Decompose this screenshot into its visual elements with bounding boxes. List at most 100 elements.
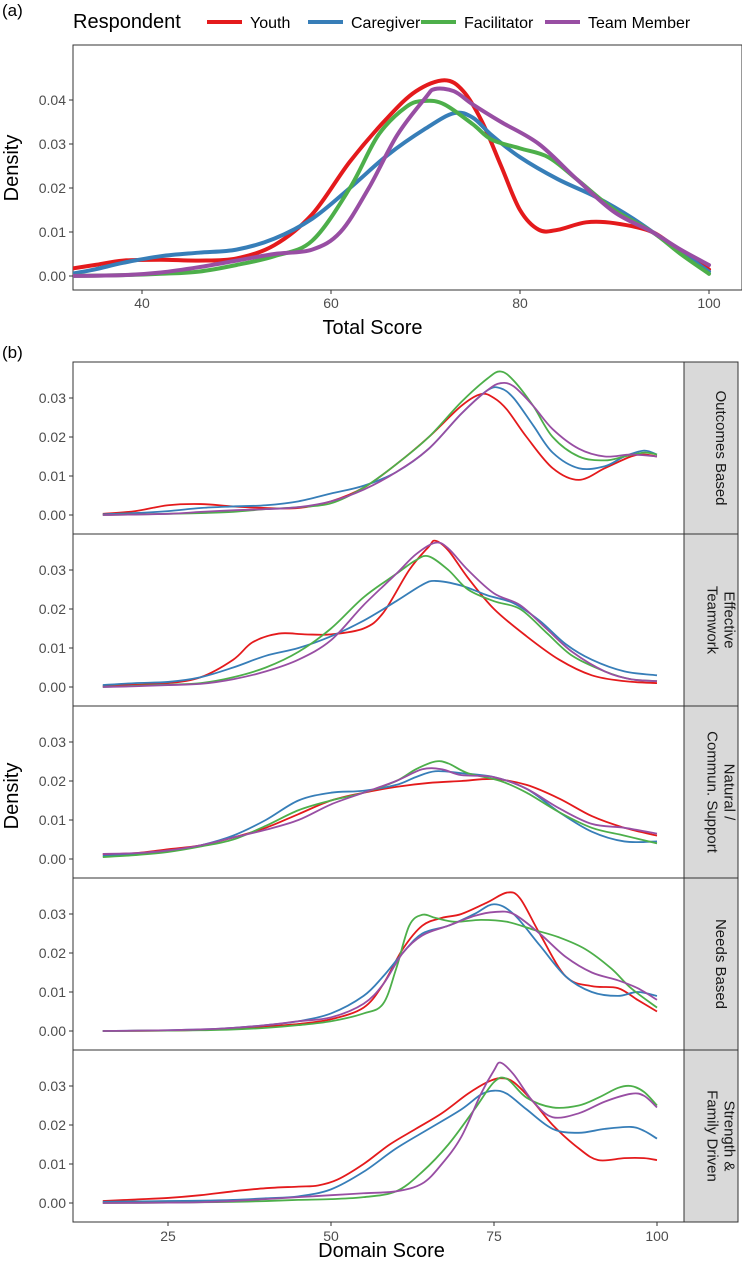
facet-ytick-label: 0.01 bbox=[39, 640, 66, 656]
facet-density-line-caregiver bbox=[102, 770, 658, 857]
facet-density-line-team-member bbox=[102, 1061, 658, 1204]
facet-series-group bbox=[102, 891, 658, 1032]
facet-frame bbox=[72, 361, 685, 535]
facet-density-line-team-member bbox=[102, 541, 658, 688]
facet-density-line-facilitator bbox=[102, 554, 658, 688]
facet-strip bbox=[683, 533, 739, 707]
facet-density-line-caregiver bbox=[102, 386, 658, 516]
facet-series-group bbox=[102, 1061, 658, 1204]
facet-xtick-label: 25 bbox=[160, 1228, 176, 1244]
panel-a-ytick-label: 0.00 bbox=[39, 268, 66, 284]
facet-ytick-label: 0.02 bbox=[39, 1117, 66, 1133]
facet-frame bbox=[72, 533, 685, 707]
facet-density-line-team-member bbox=[102, 767, 658, 855]
panel-a-x-axis-title: Total Score bbox=[322, 317, 422, 339]
facet-density-line-facilitator bbox=[102, 913, 658, 1032]
panel-a-xtick-label: 40 bbox=[134, 295, 150, 311]
facet-density-line-youth bbox=[102, 1077, 658, 1202]
facet-strip bbox=[683, 877, 739, 1051]
facet-ytick-label: 0.02 bbox=[39, 945, 66, 961]
legend-title: Respondent bbox=[73, 11, 181, 33]
facet-strip-label: Needs Based bbox=[712, 919, 729, 1009]
facet-ytick-label: 0.00 bbox=[39, 1023, 66, 1039]
facet-density-line-youth bbox=[102, 392, 658, 515]
panel-b-x-axis-title: Domain Score bbox=[318, 1240, 445, 1262]
facet-strip-label: Teamwork bbox=[704, 586, 721, 655]
facet-ytick-label: 0.03 bbox=[39, 906, 66, 922]
legend-item-team-member: Team Member bbox=[545, 15, 691, 32]
facet-ytick-label: 0.00 bbox=[39, 507, 66, 523]
facet-density-line-caregiver bbox=[102, 903, 658, 1032]
facet-ytick-label: 0.01 bbox=[39, 984, 66, 1000]
facet-ytick-label: 0.01 bbox=[39, 468, 66, 484]
facet-strip-label: Commun. Support bbox=[704, 731, 721, 854]
facet-ytick-label: 0.01 bbox=[39, 812, 66, 828]
facet-3: Natural /Commun. Support 0.00 0.01 0.02 0.03 bbox=[39, 705, 739, 879]
panel-a-ytick-label: 0.04 bbox=[39, 92, 66, 108]
facet-density-line-facilitator bbox=[102, 1076, 658, 1204]
panel-a-y-axis-title: Density bbox=[1, 135, 23, 202]
panel-a-density-line-team-member bbox=[73, 86, 711, 278]
facet-ytick-label: 0.02 bbox=[39, 429, 66, 445]
facet-ytick-label: 0.00 bbox=[39, 1195, 66, 1211]
panel-a-density-line-facilitator bbox=[73, 98, 711, 278]
facet-density-line-facilitator bbox=[102, 370, 658, 516]
facet-5: Strength &Family Driven 0.00 0.01 0.02 0.03 2… bbox=[39, 1049, 739, 1244]
facet-strip bbox=[683, 1049, 739, 1223]
panel-b-domain-score: Outcomes Based 0.00 0.01 0.02 0.03 EffectiveT… bbox=[1, 361, 739, 1262]
facet-series-group bbox=[102, 539, 658, 688]
panel-a-frame bbox=[72, 44, 742, 291]
facet-strip bbox=[683, 361, 739, 535]
facet-xtick-label: 100 bbox=[645, 1228, 669, 1244]
legend-item-caregiver: Caregiver bbox=[308, 15, 421, 32]
facet-strip bbox=[683, 705, 739, 879]
panel-a-xtick-label: 60 bbox=[323, 295, 339, 311]
panel-a-ytick-label: 0.01 bbox=[39, 224, 66, 240]
legend: Youth Caregiver Facilitator Team Member bbox=[207, 15, 691, 32]
facet-density-line-caregiver bbox=[102, 580, 658, 686]
panel-a-density-line-caregiver bbox=[73, 110, 711, 276]
panel-a-ytick-label: 0.03 bbox=[39, 136, 66, 152]
facet-density-line-caregiver bbox=[102, 1089, 658, 1203]
facet-density-line-youth bbox=[102, 539, 658, 687]
facet-ytick-label: 0.02 bbox=[39, 773, 66, 789]
panel-a-density-line-youth bbox=[73, 78, 711, 272]
legend-item-facilitator: Facilitator bbox=[421, 15, 534, 32]
panel-b-tag: (b) bbox=[2, 343, 23, 362]
facet-density-line-team-member bbox=[102, 381, 658, 516]
panel-a-xtick-label: 80 bbox=[512, 295, 528, 311]
legend-label-team-member: Team Member bbox=[588, 15, 691, 32]
facet-ytick-label: 0.00 bbox=[39, 851, 66, 867]
legend-item-youth: Youth bbox=[207, 15, 290, 32]
facet-series-group bbox=[102, 760, 658, 858]
legend-label-caregiver: Caregiver bbox=[351, 15, 421, 32]
legend-label-youth: Youth bbox=[250, 15, 290, 32]
panel-b-y-axis-title: Density bbox=[1, 763, 23, 830]
facet-strip-label: Strength & bbox=[721, 1101, 738, 1172]
facet-strip-label: Natural / bbox=[721, 764, 738, 822]
facet-4: Needs Based 0.00 0.01 0.02 0.03 bbox=[39, 877, 739, 1051]
panel-a-xtick-label: 100 bbox=[697, 295, 721, 311]
facet-series-group bbox=[102, 370, 658, 516]
facet-frame bbox=[72, 877, 685, 1051]
top-text-layer: (a) Respondent (b) bbox=[2, 1, 181, 362]
facet-ytick-label: 0.03 bbox=[39, 1078, 66, 1094]
facet-density-line-team-member bbox=[102, 910, 658, 1032]
facet-strip-label: Outcomes Based bbox=[712, 390, 729, 505]
legend-label-facilitator: Facilitator bbox=[464, 15, 534, 32]
facet-ytick-label: 0.03 bbox=[39, 562, 66, 578]
facet-xtick-label: 75 bbox=[486, 1228, 502, 1244]
facet-1: Outcomes Based 0.00 0.01 0.02 0.03 bbox=[39, 361, 739, 535]
facet-ytick-label: 0.03 bbox=[39, 734, 66, 750]
panel-a-ytick-label: 0.02 bbox=[39, 180, 66, 196]
facet-strip-label: Effective bbox=[721, 591, 738, 648]
panel-a-tag: (a) bbox=[2, 1, 23, 20]
facet-ytick-label: 0.03 bbox=[39, 390, 66, 406]
facet-xtick-label: 50 bbox=[323, 1228, 339, 1244]
facet-density-line-facilitator bbox=[102, 760, 658, 858]
facet-strip-label: Family Driven bbox=[704, 1090, 721, 1182]
panel-a-series-group bbox=[73, 78, 711, 278]
facet-ytick-label: 0.00 bbox=[39, 679, 66, 695]
